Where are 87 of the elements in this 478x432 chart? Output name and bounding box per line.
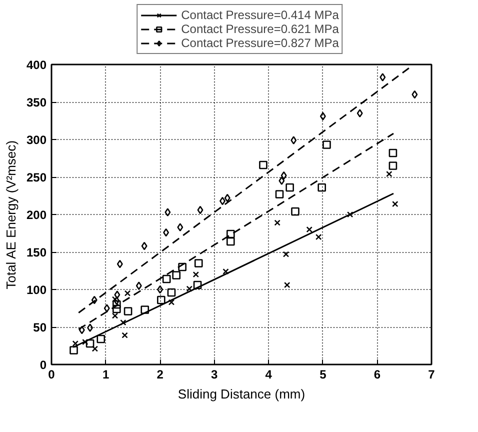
point <box>124 307 132 316</box>
point <box>388 148 398 158</box>
point <box>290 136 297 144</box>
point <box>87 324 94 332</box>
point <box>136 282 142 290</box>
legend-label: Contact Pressure=0.827 MPa <box>181 36 339 50</box>
point <box>392 200 398 208</box>
point <box>86 339 94 348</box>
x-tick-label: 5 <box>320 368 327 382</box>
point <box>112 300 121 309</box>
y-tick-label: 0 <box>40 358 47 372</box>
point <box>82 338 88 346</box>
point <box>167 288 176 297</box>
y-axis-title: Total AE Energy (V²msec) <box>3 140 18 290</box>
point <box>388 162 398 170</box>
point <box>96 334 106 344</box>
point <box>224 194 230 202</box>
point <box>162 274 171 284</box>
point <box>226 237 235 246</box>
x-tick-label: 0 <box>48 368 56 382</box>
y-tick-label: 150 <box>26 246 47 260</box>
y-tick-label: 50 <box>33 320 47 334</box>
point <box>70 346 78 354</box>
point <box>197 206 204 214</box>
point <box>104 304 110 312</box>
point <box>157 285 164 294</box>
y-tick-label: 300 <box>26 133 47 147</box>
point <box>412 90 418 99</box>
point <box>120 319 126 326</box>
point <box>178 262 186 272</box>
y-tick-label: 350 <box>26 96 47 110</box>
point <box>140 306 150 314</box>
x-tick-label: 1 <box>102 368 110 382</box>
point <box>157 296 166 304</box>
point <box>91 296 98 304</box>
point <box>116 260 123 268</box>
point <box>356 109 363 118</box>
point <box>275 190 284 198</box>
point <box>194 259 203 268</box>
point <box>318 183 326 192</box>
y-tick-label: 200 <box>26 208 47 222</box>
point <box>284 282 290 288</box>
legend-label: Contact Pressure=0.621 MPa <box>181 22 339 36</box>
point <box>259 160 268 170</box>
point <box>164 208 171 216</box>
point <box>122 332 128 338</box>
point <box>92 346 98 352</box>
point <box>114 290 120 299</box>
point <box>114 296 120 305</box>
point <box>186 286 193 292</box>
point <box>141 242 148 250</box>
point <box>278 176 285 185</box>
point <box>282 251 290 258</box>
point <box>315 234 322 240</box>
point <box>222 268 229 275</box>
point <box>386 170 392 178</box>
point <box>112 304 121 314</box>
point <box>177 223 184 232</box>
y-tick-label: 400 <box>26 58 47 72</box>
point <box>346 211 354 218</box>
point <box>306 226 312 233</box>
point <box>163 228 170 237</box>
point <box>322 140 331 149</box>
y-tick-label: 250 <box>26 170 47 184</box>
point <box>112 312 118 319</box>
x-tick-label: 7 <box>428 368 436 382</box>
point <box>280 171 287 180</box>
point <box>320 112 326 120</box>
point <box>274 220 280 226</box>
y-tick-label: 100 <box>26 283 47 297</box>
point <box>286 183 294 192</box>
x-tick-label: 2 <box>156 368 164 382</box>
point <box>124 290 131 296</box>
point <box>78 326 85 334</box>
point <box>112 296 118 302</box>
point <box>172 271 181 280</box>
point <box>380 73 386 82</box>
x-tick-label: 3 <box>211 368 218 382</box>
point <box>193 280 202 290</box>
x-tick-label: 4 <box>265 368 272 382</box>
x-tick-label: 6 <box>374 368 381 382</box>
legend-label: Contact Pressure=0.414 MPa <box>181 8 339 22</box>
point <box>192 271 200 278</box>
x-axis-title: Sliding Distance (mm) <box>178 386 306 402</box>
point <box>168 299 175 306</box>
point <box>291 207 300 216</box>
point <box>226 230 235 238</box>
